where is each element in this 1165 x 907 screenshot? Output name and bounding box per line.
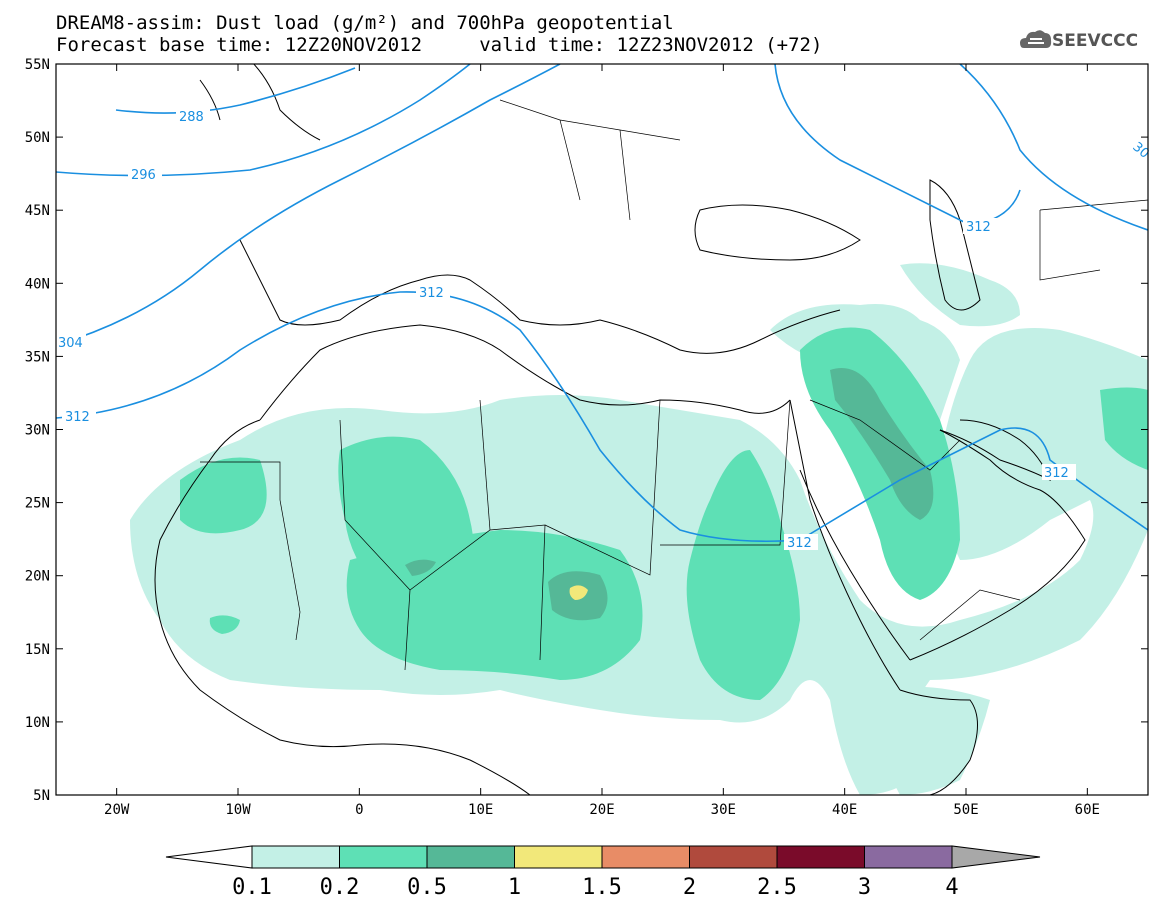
dust-field bbox=[130, 263, 1148, 795]
coastline-red-sea bbox=[789, 399, 911, 691]
lon-tick-label: 10W bbox=[225, 802, 251, 818]
contour-30x bbox=[959, 64, 1148, 231]
coastline-north-africa bbox=[259, 324, 791, 421]
lon-tick-label: 20W bbox=[104, 802, 130, 818]
legend-label: 0.1 bbox=[232, 875, 272, 900]
dust-band-0.2-sahara bbox=[180, 457, 267, 534]
dust-band-0.5-arabia bbox=[830, 368, 934, 520]
lat-tick-label: 55N bbox=[25, 57, 50, 73]
lat-tick-label: 10N bbox=[25, 715, 50, 731]
legend-label: 1 bbox=[508, 875, 521, 900]
legend-label: 3 bbox=[858, 875, 871, 900]
dust-band-0.1-horn bbox=[880, 686, 990, 795]
lon-tick-label: 40E bbox=[832, 802, 857, 818]
country-borders bbox=[200, 99, 1148, 671]
dust-band-0.2-niger bbox=[209, 615, 240, 634]
legend-swatch bbox=[776, 845, 865, 869]
contour-312-west bbox=[56, 291, 1148, 543]
lat-tick-label: 35N bbox=[25, 349, 50, 365]
lat-tick-label: 45N bbox=[25, 203, 50, 219]
chart-subtitle: Forecast base time: 12Z20NOV2012 valid t… bbox=[56, 34, 823, 56]
contour-312-east bbox=[774, 64, 1021, 226]
coastline-black-sea bbox=[694, 204, 861, 261]
legend-label: 2.5 bbox=[757, 875, 797, 900]
lon-tick-label: 10E bbox=[468, 802, 493, 818]
dust-band-0.2-sudan bbox=[686, 450, 800, 700]
legend-upper-arrow bbox=[951, 845, 1041, 869]
dust-band-0.1-caucasus bbox=[900, 263, 1020, 327]
contour-label-312c: 312 bbox=[787, 536, 812, 551]
border-3 bbox=[409, 524, 546, 661]
lat-tick-label: 15N bbox=[25, 642, 50, 658]
color-legend: 0.1 0.2 0.5 1 1.5 2 2.5 3 4 bbox=[165, 845, 1041, 900]
legend-label: 2 bbox=[683, 875, 696, 900]
dust-band-0.1-west bbox=[130, 328, 1148, 795]
lon-tick-label: 0 bbox=[355, 802, 363, 818]
lat-tick-label: 5N bbox=[33, 788, 50, 804]
legend-swatch bbox=[426, 845, 515, 869]
logo-text: SEEVCCC bbox=[1052, 31, 1139, 51]
dust-band-0.5-algeria bbox=[405, 559, 436, 576]
lon-tick-label: 20E bbox=[589, 802, 614, 818]
border-8 bbox=[919, 589, 1021, 641]
coastline-arabia bbox=[909, 429, 1086, 661]
contour-288 bbox=[115, 67, 356, 114]
lon-tick-label: 60E bbox=[1075, 802, 1100, 818]
chart-title: DREAM8-assim: Dust load (g/m²) and 700hP… bbox=[56, 12, 674, 34]
coastline-british-isles bbox=[199, 64, 321, 141]
border-1 bbox=[200, 461, 301, 641]
legend-swatch bbox=[251, 845, 340, 869]
coastline-caspian bbox=[929, 179, 981, 311]
lat-tick-label: 40N bbox=[25, 276, 50, 292]
longitude-axis: 20W 10W 0 10E 20E 30E 40E 50E 60E bbox=[104, 64, 1100, 818]
coastline-west-africa bbox=[154, 419, 531, 795]
contour-296 bbox=[56, 64, 471, 177]
contour-label-312b: 312 bbox=[419, 286, 444, 301]
contour-label-312d: 312 bbox=[966, 220, 991, 235]
legend-swatch bbox=[601, 845, 690, 869]
legend-label: 0.5 bbox=[407, 875, 447, 900]
lat-tick-label: 30N bbox=[25, 423, 50, 439]
border-4 bbox=[479, 399, 491, 531]
legend-swatch bbox=[514, 845, 603, 869]
dust-band-0.2-iran bbox=[1100, 387, 1148, 470]
cloud-icon bbox=[1020, 30, 1052, 48]
legend-lower-arrow bbox=[165, 845, 253, 869]
lon-tick-label: 50E bbox=[953, 802, 978, 818]
border-5 bbox=[544, 399, 661, 576]
legend-label: 4 bbox=[945, 875, 958, 900]
lon-tick-label: 30E bbox=[711, 802, 736, 818]
contour-label-312a: 312 bbox=[65, 410, 90, 425]
coastline-horn bbox=[899, 689, 978, 795]
dust-band-1 bbox=[569, 585, 588, 600]
contour-labels: 288 296 304 312 312 312 312 312 30 bbox=[56, 108, 1152, 551]
lat-tick-label: 25N bbox=[25, 496, 50, 512]
border-7 bbox=[809, 399, 961, 471]
lat-tick-label: 20N bbox=[25, 569, 50, 585]
legend-swatch bbox=[339, 845, 428, 869]
legend-label: 1.5 bbox=[582, 875, 622, 900]
border-2 bbox=[339, 419, 411, 671]
coastline-europe bbox=[239, 239, 841, 354]
contour-304 bbox=[56, 64, 561, 346]
contour-label-312e: 312 bbox=[1044, 466, 1069, 481]
contour-label-296: 296 bbox=[131, 168, 156, 183]
legend-swatch bbox=[864, 845, 953, 869]
border-6 bbox=[660, 399, 791, 546]
lat-tick-label: 50N bbox=[25, 130, 50, 146]
latitude-axis: 55N 50N 45N 40N 35N 30N 25N 20N 15N 10N 5N bbox=[25, 57, 1148, 804]
contour-label-288: 288 bbox=[179, 110, 204, 125]
legend-swatch bbox=[689, 845, 778, 869]
contour-label-304: 304 bbox=[58, 336, 83, 351]
border-10 bbox=[1039, 199, 1148, 281]
legend-label: 0.2 bbox=[320, 875, 360, 900]
border-9 bbox=[499, 99, 681, 221]
